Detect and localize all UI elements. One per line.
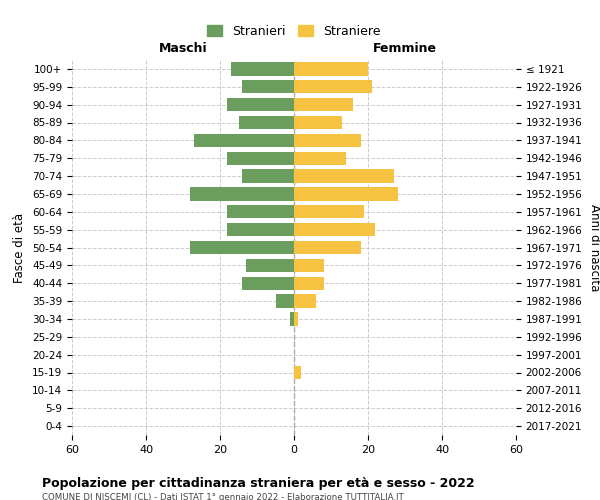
Y-axis label: Fasce di età: Fasce di età	[13, 212, 26, 282]
Bar	[294, 62, 368, 76]
Bar	[294, 98, 353, 112]
Bar	[231, 62, 294, 76]
Y-axis label: Anni di nascita: Anni di nascita	[588, 204, 600, 291]
Bar	[294, 241, 361, 254]
Bar	[227, 205, 294, 218]
Bar	[275, 294, 294, 308]
Bar	[290, 312, 294, 326]
Bar	[227, 223, 294, 236]
Bar	[190, 187, 294, 200]
Bar	[190, 241, 294, 254]
Bar	[294, 366, 301, 379]
Legend: Stranieri, Straniere: Stranieri, Straniere	[203, 21, 385, 42]
Bar	[294, 116, 342, 129]
Bar	[242, 276, 294, 290]
Text: Maschi: Maschi	[158, 42, 208, 54]
Bar	[294, 170, 394, 183]
Bar	[294, 134, 361, 147]
Bar	[242, 80, 294, 94]
Bar	[246, 258, 294, 272]
Bar	[227, 98, 294, 112]
Text: Popolazione per cittadinanza straniera per età e sesso - 2022: Popolazione per cittadinanza straniera p…	[42, 478, 475, 490]
Bar	[294, 276, 323, 290]
Bar	[294, 223, 376, 236]
Bar	[294, 258, 323, 272]
Text: COMUNE DI NISCEMI (CL) - Dati ISTAT 1° gennaio 2022 - Elaborazione TUTTITALIA.IT: COMUNE DI NISCEMI (CL) - Dati ISTAT 1° g…	[42, 492, 404, 500]
Bar	[294, 294, 316, 308]
Text: Femmine: Femmine	[373, 42, 437, 54]
Bar	[294, 152, 346, 165]
Bar	[294, 312, 298, 326]
Bar	[294, 80, 372, 94]
Bar	[194, 134, 294, 147]
Bar	[242, 170, 294, 183]
Bar	[294, 187, 398, 200]
Bar	[239, 116, 294, 129]
Bar	[227, 152, 294, 165]
Bar	[294, 205, 364, 218]
